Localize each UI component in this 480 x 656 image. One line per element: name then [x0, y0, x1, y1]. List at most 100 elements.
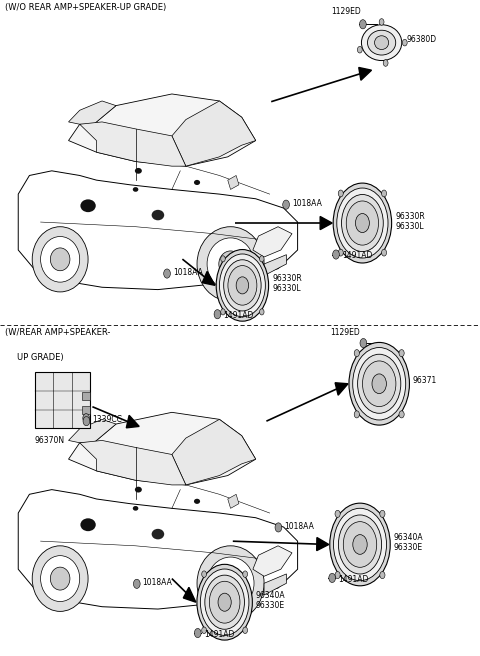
Text: 96330R: 96330R — [272, 274, 302, 283]
Circle shape — [360, 338, 367, 348]
Ellipse shape — [207, 557, 254, 609]
Text: 96340A: 96340A — [256, 591, 286, 600]
Circle shape — [341, 194, 383, 251]
Circle shape — [382, 249, 386, 256]
Circle shape — [216, 249, 269, 321]
Circle shape — [334, 508, 386, 581]
Ellipse shape — [219, 570, 242, 596]
Circle shape — [243, 571, 248, 577]
Ellipse shape — [197, 227, 264, 301]
Circle shape — [338, 515, 382, 574]
Circle shape — [335, 571, 340, 579]
Circle shape — [260, 309, 264, 315]
Text: 96371: 96371 — [413, 376, 437, 385]
Ellipse shape — [207, 238, 254, 290]
Ellipse shape — [41, 237, 80, 282]
Circle shape — [209, 581, 240, 623]
Ellipse shape — [361, 25, 402, 60]
Circle shape — [333, 183, 392, 263]
Circle shape — [329, 573, 336, 583]
Text: 96330L: 96330L — [272, 284, 301, 293]
Polygon shape — [228, 495, 239, 508]
Polygon shape — [18, 171, 298, 289]
Circle shape — [205, 575, 244, 629]
Text: UP GRADE): UP GRADE) — [17, 353, 63, 362]
Circle shape — [354, 411, 360, 418]
Circle shape — [399, 350, 404, 357]
Polygon shape — [183, 587, 196, 602]
Polygon shape — [359, 68, 372, 80]
Circle shape — [358, 354, 401, 413]
Circle shape — [202, 571, 206, 577]
Polygon shape — [80, 440, 186, 485]
Circle shape — [243, 627, 248, 634]
Circle shape — [133, 579, 140, 588]
Ellipse shape — [135, 168, 142, 174]
Ellipse shape — [41, 556, 80, 602]
Polygon shape — [228, 175, 239, 190]
Circle shape — [402, 39, 407, 46]
Text: 96330R: 96330R — [395, 212, 425, 221]
Circle shape — [338, 190, 343, 197]
Circle shape — [383, 60, 388, 66]
Circle shape — [353, 348, 406, 420]
Circle shape — [355, 213, 369, 232]
Polygon shape — [18, 489, 298, 609]
Circle shape — [346, 201, 379, 245]
Bar — [83, 406, 89, 414]
Ellipse shape — [32, 546, 88, 611]
Ellipse shape — [135, 487, 142, 493]
Ellipse shape — [80, 199, 96, 212]
Text: 96380D: 96380D — [407, 35, 437, 44]
Circle shape — [380, 510, 385, 518]
Text: 96330E: 96330E — [256, 601, 285, 610]
Text: 1491AD: 1491AD — [342, 251, 372, 260]
Circle shape — [333, 250, 339, 259]
Ellipse shape — [152, 529, 164, 539]
Circle shape — [372, 374, 386, 394]
Circle shape — [382, 190, 386, 197]
Bar — [83, 392, 89, 400]
Ellipse shape — [194, 180, 200, 185]
Polygon shape — [172, 101, 256, 166]
Ellipse shape — [80, 518, 96, 531]
Circle shape — [236, 277, 249, 294]
Circle shape — [219, 254, 265, 317]
Text: 1018AA: 1018AA — [173, 268, 203, 277]
Ellipse shape — [194, 499, 200, 504]
Circle shape — [354, 350, 360, 357]
Text: 96370N: 96370N — [35, 436, 65, 445]
Circle shape — [380, 571, 385, 579]
Text: (W/REAR AMP+SPEAKER-: (W/REAR AMP+SPEAKER- — [5, 328, 110, 337]
Circle shape — [83, 413, 89, 422]
Polygon shape — [69, 94, 256, 166]
Circle shape — [214, 310, 221, 319]
Polygon shape — [253, 227, 292, 257]
Polygon shape — [264, 255, 287, 276]
Circle shape — [349, 342, 409, 425]
Circle shape — [360, 20, 366, 29]
Text: 1491AD: 1491AD — [204, 630, 234, 639]
Ellipse shape — [50, 567, 70, 590]
Polygon shape — [202, 272, 215, 285]
Polygon shape — [80, 122, 186, 166]
Circle shape — [221, 256, 225, 262]
Text: (W/O REAR AMP+SPEAKER-UP GRADE): (W/O REAR AMP+SPEAKER-UP GRADE) — [5, 3, 166, 12]
Circle shape — [353, 535, 367, 554]
Circle shape — [399, 411, 404, 418]
Circle shape — [228, 266, 257, 305]
Text: 1129ED: 1129ED — [331, 7, 360, 16]
Polygon shape — [69, 419, 116, 443]
Circle shape — [197, 564, 252, 640]
Text: 1018AA: 1018AA — [284, 522, 314, 531]
Circle shape — [338, 249, 343, 256]
Text: 1018AA: 1018AA — [143, 578, 172, 587]
Ellipse shape — [219, 251, 242, 277]
Polygon shape — [320, 216, 332, 230]
Circle shape — [83, 417, 90, 426]
Circle shape — [343, 522, 377, 567]
Ellipse shape — [368, 30, 396, 55]
Ellipse shape — [50, 248, 70, 271]
Text: 1339CC: 1339CC — [92, 415, 122, 424]
Circle shape — [362, 361, 396, 407]
